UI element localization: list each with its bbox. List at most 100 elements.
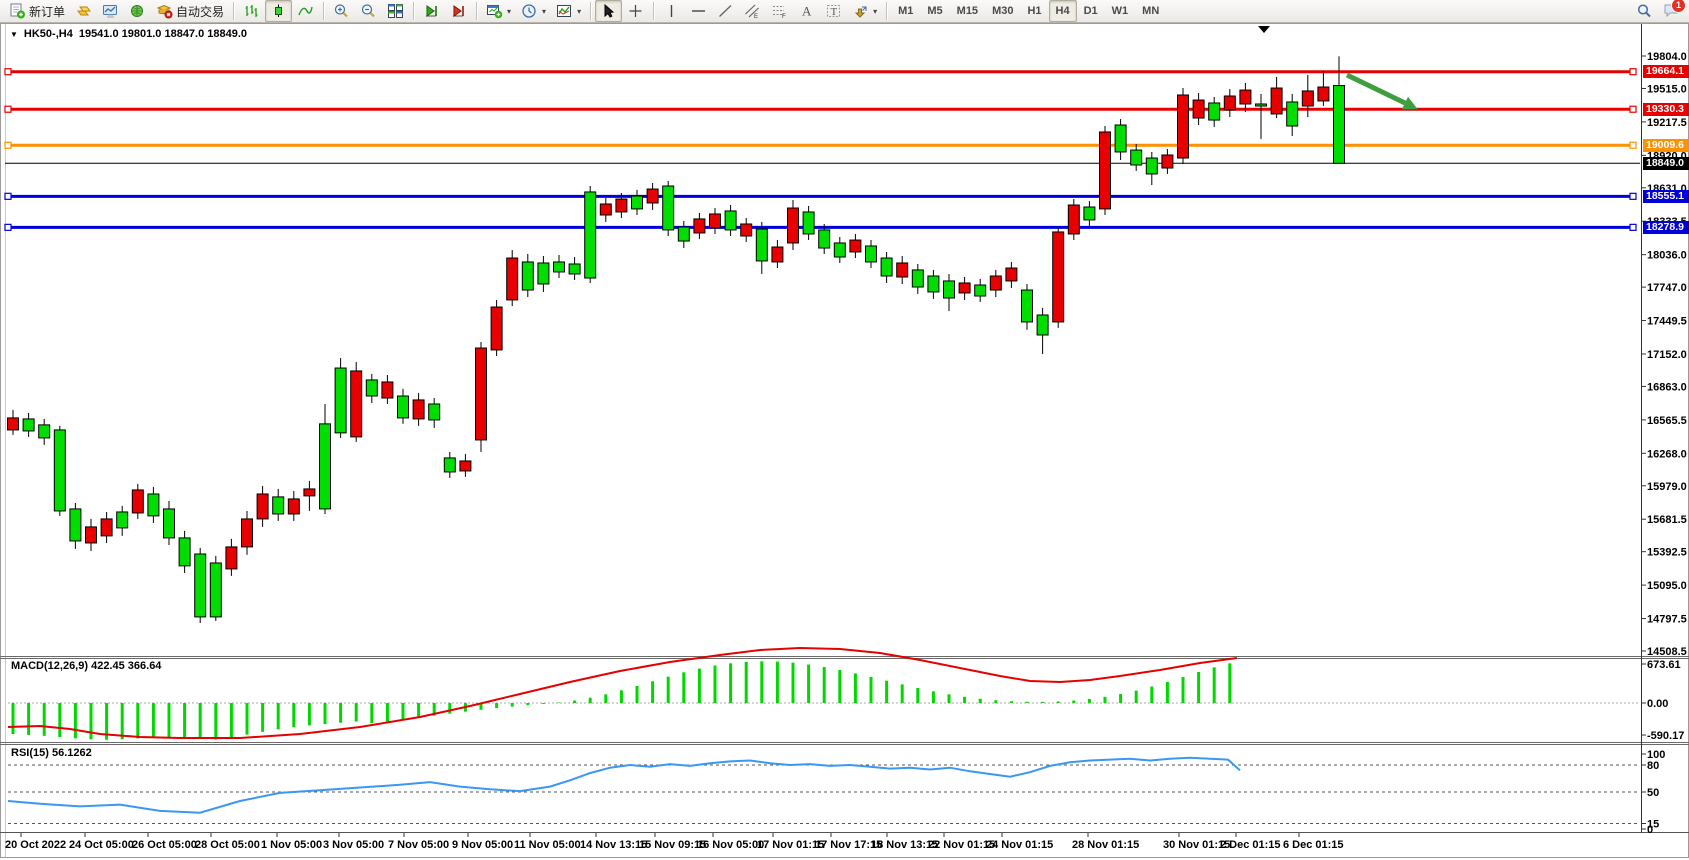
cursor-tool-button[interactable] bbox=[595, 0, 623, 22]
timeframe-button-h4[interactable]: H4 bbox=[1048, 0, 1077, 22]
new-chart-button[interactable]: ▾ bbox=[481, 0, 516, 22]
vline-tool-button[interactable] bbox=[658, 0, 685, 22]
chart-shift-button[interactable] bbox=[445, 0, 472, 22]
date-tick-label: 20 Oct 2022 bbox=[5, 839, 66, 851]
price-tick-label: 15681.5 bbox=[1647, 514, 1687, 526]
candle-bearish bbox=[1286, 101, 1299, 127]
candle-bearish bbox=[1145, 157, 1158, 175]
candle-bullish bbox=[475, 347, 487, 441]
candle-bearish bbox=[147, 493, 160, 517]
line-handle[interactable] bbox=[4, 141, 12, 149]
line-handle[interactable] bbox=[4, 223, 12, 231]
indicators-button[interactable]: ▾ bbox=[551, 0, 586, 22]
candle-bearish bbox=[365, 379, 378, 397]
timeframe-button-m5[interactable]: M5 bbox=[927, 5, 943, 17]
line-handle[interactable] bbox=[1629, 223, 1637, 231]
ohlc-bars-icon bbox=[243, 3, 260, 19]
candle-bearish bbox=[880, 257, 893, 277]
trendline-tool-button[interactable] bbox=[712, 0, 739, 22]
crosshair-tool-button[interactable] bbox=[622, 0, 649, 22]
hline-tool-button[interactable] bbox=[685, 0, 712, 22]
market-watch-button[interactable] bbox=[97, 0, 124, 22]
line-handle[interactable] bbox=[1629, 141, 1637, 149]
support-line-blue-lower-price-badge: 18278.9 bbox=[1643, 220, 1689, 234]
line-handle[interactable] bbox=[4, 192, 12, 200]
notifications-button[interactable]: 1 bbox=[1658, 0, 1686, 22]
chart-symbol-title: HK50-,H4 bbox=[23, 28, 73, 40]
timeframe-button-m30[interactable]: M30 bbox=[992, 5, 1014, 17]
candle-bullish bbox=[615, 198, 628, 213]
timeframe-button-d1[interactable]: D1 bbox=[1083, 5, 1098, 17]
fibo-tool-button[interactable]: F bbox=[766, 0, 793, 22]
candle-bearish bbox=[802, 211, 815, 235]
search-button[interactable] bbox=[1631, 0, 1658, 22]
toolbar-separator bbox=[323, 2, 325, 20]
timeframe-button-h1[interactable]: H1 bbox=[1027, 5, 1042, 17]
current-bar-marker-icon bbox=[1258, 26, 1270, 33]
text-label-icon: T bbox=[825, 3, 842, 19]
auto-trading-icon bbox=[156, 3, 173, 19]
data-window-button[interactable] bbox=[124, 0, 151, 22]
date-tick-label: 24 Oct 05:00 bbox=[69, 839, 134, 851]
tile-windows-icon bbox=[387, 3, 404, 19]
tile-windows-button[interactable] bbox=[382, 0, 409, 22]
price-tick-label: 17449.5 bbox=[1647, 316, 1687, 328]
toolbar-separator bbox=[653, 2, 655, 20]
profiles-icon bbox=[521, 3, 538, 19]
auto-scroll-button[interactable] bbox=[418, 0, 445, 22]
rsi-indicator-label: RSI(15) 56.1262 bbox=[11, 747, 92, 759]
rsi-tick-label: 80 bbox=[1647, 760, 1659, 772]
chart-menu-icon[interactable]: ▼ bbox=[10, 29, 18, 39]
gold-bar-icon bbox=[75, 3, 92, 19]
timeframe-button-m15[interactable]: M15 bbox=[956, 5, 979, 17]
timeframe-button-w1[interactable]: W1 bbox=[1111, 5, 1129, 17]
text-tool-button[interactable]: A bbox=[793, 0, 820, 22]
candle-bullish bbox=[85, 526, 97, 544]
candle-bullish bbox=[131, 489, 144, 514]
candle-bearish bbox=[631, 195, 643, 210]
arrows-tool-button[interactable]: ▾ bbox=[847, 0, 882, 22]
date-tick-label: 3 Nov 05:00 bbox=[323, 839, 384, 851]
zoom-out-button[interactable] bbox=[355, 0, 382, 22]
candle-bearish bbox=[163, 508, 175, 539]
timeframe-button-mn[interactable]: MN bbox=[1142, 5, 1160, 17]
channel-tool-button[interactable]: E bbox=[739, 0, 766, 22]
candle-bullish bbox=[1301, 90, 1314, 107]
date-tick-label: 16 Nov 05:00 bbox=[697, 839, 764, 851]
candle-bearish bbox=[1036, 314, 1049, 336]
text-icon: A bbox=[798, 3, 815, 19]
date-tick-label: 2 Dec 01:15 bbox=[1220, 839, 1281, 851]
candle-bullish bbox=[1270, 87, 1283, 115]
profiles-button[interactable]: ▾ bbox=[516, 0, 551, 22]
price-tick-label: 14508.5 bbox=[1647, 646, 1687, 658]
candle-bullish bbox=[506, 257, 519, 301]
candlestick-icon bbox=[270, 3, 287, 19]
candle-bearish bbox=[443, 457, 456, 473]
price-tick-label: 19217.5 bbox=[1647, 117, 1687, 129]
indicators-icon bbox=[556, 3, 573, 19]
label-tool-button[interactable]: T bbox=[820, 0, 847, 22]
line-handle[interactable] bbox=[1629, 68, 1637, 76]
candle-bearish bbox=[22, 418, 35, 432]
candle-bearish bbox=[943, 280, 955, 299]
candle-bullish bbox=[412, 399, 425, 420]
line-handle[interactable] bbox=[4, 68, 12, 76]
zoom-in-button[interactable] bbox=[328, 0, 355, 22]
line-handle[interactable] bbox=[1629, 192, 1637, 200]
trend-arrow-annotation[interactable] bbox=[1345, 72, 1407, 106]
line-chart-mode-button[interactable] bbox=[292, 0, 319, 22]
candle-bearish bbox=[1114, 124, 1127, 153]
bar-chart-mode-button[interactable] bbox=[238, 0, 265, 22]
favorites-button[interactable] bbox=[70, 0, 97, 22]
timeframe-button-m1[interactable]: M1 bbox=[898, 5, 914, 17]
new-order-button[interactable]: 新订单 bbox=[4, 0, 70, 22]
date-tick-label: 24 Nov 01:15 bbox=[986, 839, 1053, 851]
auto-trading-button[interactable]: 自动交易 bbox=[151, 0, 229, 22]
line-chart-icon bbox=[297, 3, 314, 19]
price-tick-label: 15392.5 bbox=[1647, 547, 1687, 559]
line-handle[interactable] bbox=[4, 105, 12, 113]
candlestick-mode-button[interactable] bbox=[265, 0, 293, 22]
line-handle[interactable] bbox=[1629, 105, 1637, 113]
